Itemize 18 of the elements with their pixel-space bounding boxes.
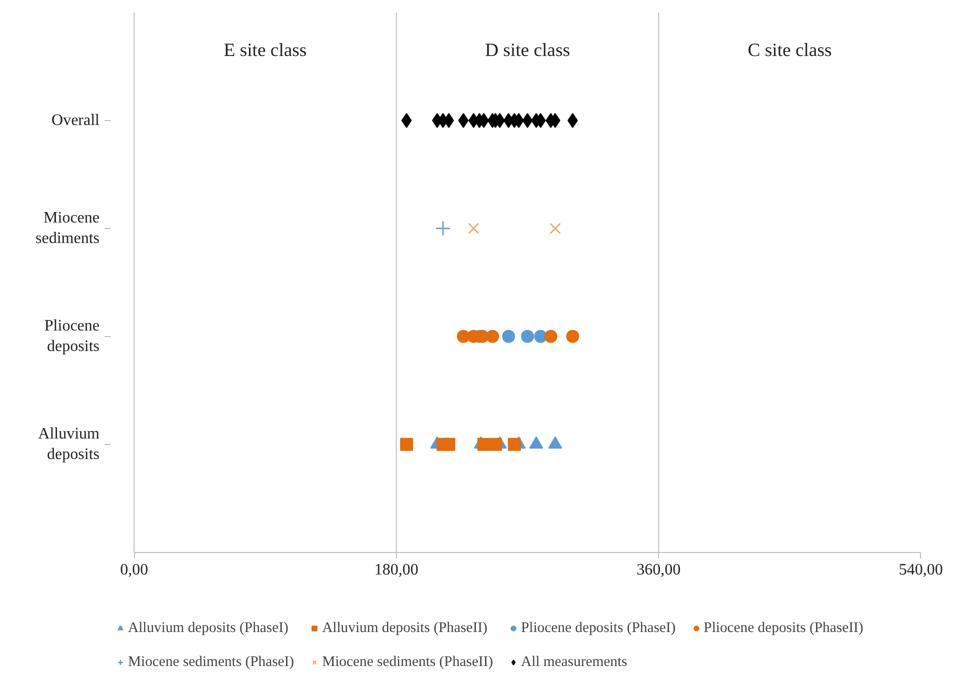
- legend-label: Miocene sediments (PhaseII): [322, 654, 493, 670]
- y-tick-label: Overall: [52, 112, 100, 129]
- legend-label: Pliocene deposits (PhaseI): [521, 620, 676, 636]
- annotation: D site class: [485, 40, 570, 61]
- y-tick-label: Alluvium deposits: [38, 426, 100, 464]
- y-tick-label: Miocene sediments: [36, 210, 100, 248]
- x-tick-label: 360,00: [636, 561, 681, 578]
- legend-label: All measurements: [521, 654, 628, 670]
- legend-label: Pliocene deposits (PhaseII): [704, 620, 864, 636]
- legend-label: Miocene sediments (PhaseI): [128, 654, 294, 670]
- x-tick-label: 0,00: [120, 561, 148, 578]
- y-tick-label: Pliocene deposits: [44, 318, 100, 356]
- legend-label: Alluvium deposits (PhaseI): [128, 620, 288, 636]
- annotation: E site class: [224, 40, 307, 61]
- legend-label: Alluvium deposits (PhaseII): [322, 620, 488, 636]
- annotation: C site class: [748, 40, 832, 61]
- x-tick-label: 180,00: [374, 561, 418, 578]
- x-tick-label: 540,00: [898, 561, 943, 578]
